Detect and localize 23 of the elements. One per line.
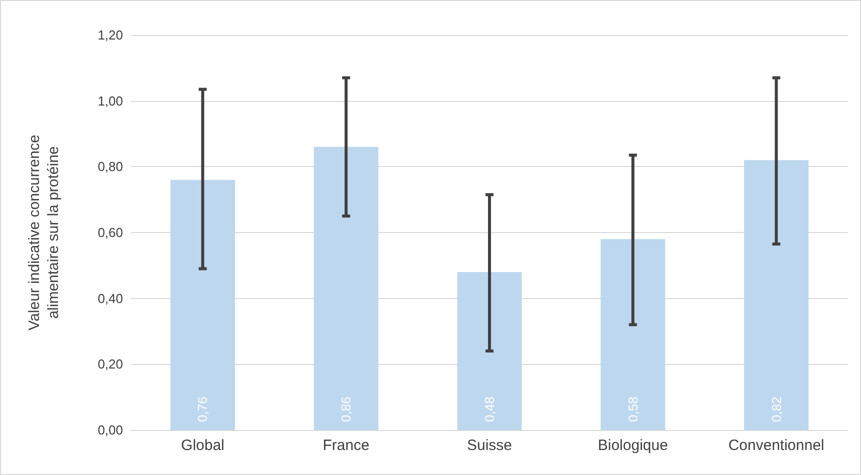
x-tick-label: France [322,437,370,454]
y-tick-label: 0,60 [98,225,123,240]
x-tick-label: Global [181,437,224,454]
bar [170,180,235,430]
bar [600,239,666,430]
bar [744,160,809,430]
y-tick-label: 1,20 [98,28,123,42]
data-label: 0,48 [482,396,497,422]
x-tick-label: Conventionnel [728,437,824,454]
y-tick-label: 0,40 [98,290,123,306]
y-tick-label: 0,00 [98,422,123,438]
x-tick-label: Biologique [598,437,668,454]
y-tick-label: 1,00 [98,93,123,108]
bar [314,146,378,430]
data-label: 0,76 [195,396,210,422]
bar [457,272,522,430]
data-label: 0,86 [338,396,354,422]
y-tick-label: 0,80 [98,159,123,174]
x-tick-label: Suisse [466,437,512,454]
data-label: 0,58 [625,396,640,422]
data-label: 0,82 [768,396,784,422]
y-axis-title: Valeur indicative concurrence alimentaire sur la protéine [26,134,62,330]
y-tick-label: 0,20 [98,356,123,372]
